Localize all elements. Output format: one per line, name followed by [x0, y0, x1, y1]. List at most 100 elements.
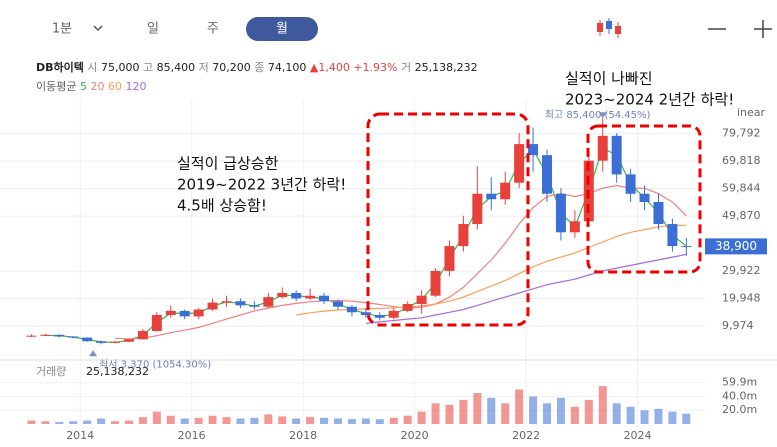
volume-bar: [529, 396, 538, 424]
volume-bar: [292, 418, 301, 424]
candle-body: [402, 303, 413, 311]
volume-bar: [682, 413, 691, 424]
candle-body: [653, 201, 664, 225]
volume-bar: [556, 397, 565, 424]
volume-bar: [124, 420, 133, 424]
candle-body: [207, 302, 218, 310]
chart-type-icon[interactable]: [597, 18, 621, 38]
x-tick-label: 2016: [178, 429, 206, 442]
volume-title: 거래량: [36, 365, 66, 378]
legend-entry: 120: [125, 80, 146, 93]
candle-body: [263, 297, 274, 307]
volume-bar: [515, 389, 524, 424]
annotation: 2019~2022 3년간 하락!: [177, 176, 346, 194]
volume-bar: [138, 417, 147, 424]
volume-bar: [41, 421, 50, 424]
quote-value: 25,138,232: [415, 61, 478, 74]
candle-body: [221, 301, 232, 303]
volume-bar: [111, 421, 120, 424]
extreme-marker: [598, 112, 607, 119]
volume-bar: [501, 403, 510, 424]
quote-change: ▲1,400 +1.93%: [310, 61, 398, 74]
scale-label: inear: [737, 106, 766, 119]
volume-bar: [194, 417, 203, 424]
x-tick-label: 2024: [624, 429, 652, 442]
candle-body: [430, 270, 441, 296]
volume-bar: [264, 414, 273, 424]
volume-bar: [250, 417, 259, 424]
annotation: 실적이 급상승한: [177, 155, 279, 173]
candle-body: [305, 295, 316, 299]
volume-tick-label: 40.0m: [722, 389, 757, 402]
volume-bar: [83, 420, 92, 424]
volume-bar: [361, 418, 370, 424]
stock-name: DB하이텍: [36, 60, 84, 74]
candle-body: [374, 315, 385, 318]
candle-body: [26, 335, 37, 337]
legend-entry: 20: [90, 80, 104, 93]
volume-bar: [598, 386, 607, 424]
candle-body: [639, 193, 650, 202]
annotation: 실적이 나빠진: [565, 70, 653, 88]
tab[interactable]: 주: [207, 22, 219, 37]
volume-total: 25,138,232: [86, 365, 149, 378]
ma-line: [365, 253, 687, 324]
candle-body: [360, 312, 371, 316]
candle-body: [625, 174, 636, 194]
candle-body: [151, 315, 162, 331]
candle-body: [472, 193, 483, 225]
candle-body: [82, 337, 93, 342]
x-tick-label: 2014: [66, 429, 94, 442]
volume-bar: [180, 418, 189, 424]
candle-body: [96, 341, 107, 343]
y-tick-label: 79,792: [722, 127, 761, 140]
legend-entry: 60: [108, 80, 122, 93]
annotation: 2023~2024 2년간 하락!: [565, 91, 734, 109]
quote-value: 74,100: [268, 61, 307, 74]
volume-bar: [222, 417, 231, 424]
volume-bar: [320, 417, 329, 424]
zoom-in[interactable]: [754, 20, 772, 38]
tab[interactable]: 1분: [52, 22, 72, 37]
dropdown-icon[interactable]: [93, 25, 103, 32]
candle-body: [277, 292, 288, 298]
candle-body: [137, 330, 148, 340]
volume-bar: [459, 399, 468, 424]
y-tick-label: 49,870: [722, 209, 761, 222]
tab[interactable]: 일: [147, 22, 159, 37]
candle-body: [291, 292, 302, 299]
volume-bar: [431, 403, 440, 424]
volume-bar: [375, 419, 384, 424]
volume-bar: [347, 419, 356, 424]
volume-bar: [55, 421, 64, 424]
candle-body: [54, 334, 65, 337]
quote-line: DB하이텍 시 75,000 고 85,400 저 70,200 종 74,10…: [36, 60, 478, 74]
volume-bar: [278, 416, 287, 424]
toolbar: [0, 0, 777, 56]
highlight-box: [366, 112, 530, 327]
volume-bar: [27, 420, 36, 424]
ma-legend: 이동평균 5 20 60 120: [36, 80, 146, 93]
tab[interactable]: 월: [276, 22, 288, 37]
volume-bar: [668, 411, 677, 424]
price-tag-label: 38,900: [715, 239, 757, 253]
quote-label: 종: [254, 61, 264, 74]
candle-body: [542, 155, 552, 194]
candle-body: [555, 193, 566, 233]
quote-value: 75,000: [101, 61, 140, 74]
volume-bar: [612, 403, 621, 424]
candle-body: [667, 224, 678, 247]
candle-body: [179, 310, 190, 317]
candle-body: [486, 193, 497, 200]
volume-bar: [417, 411, 426, 424]
volume-bar: [626, 406, 635, 424]
volume-tick-label: 20.0m: [722, 403, 757, 416]
legend-entry: 5: [80, 80, 87, 93]
extreme-marker: [89, 350, 98, 357]
volume-bar: [640, 410, 649, 424]
ma-line: [296, 224, 687, 316]
tab-selected[interactable]: [246, 17, 318, 41]
candle-body: [611, 135, 622, 175]
candle-body: [569, 221, 580, 233]
